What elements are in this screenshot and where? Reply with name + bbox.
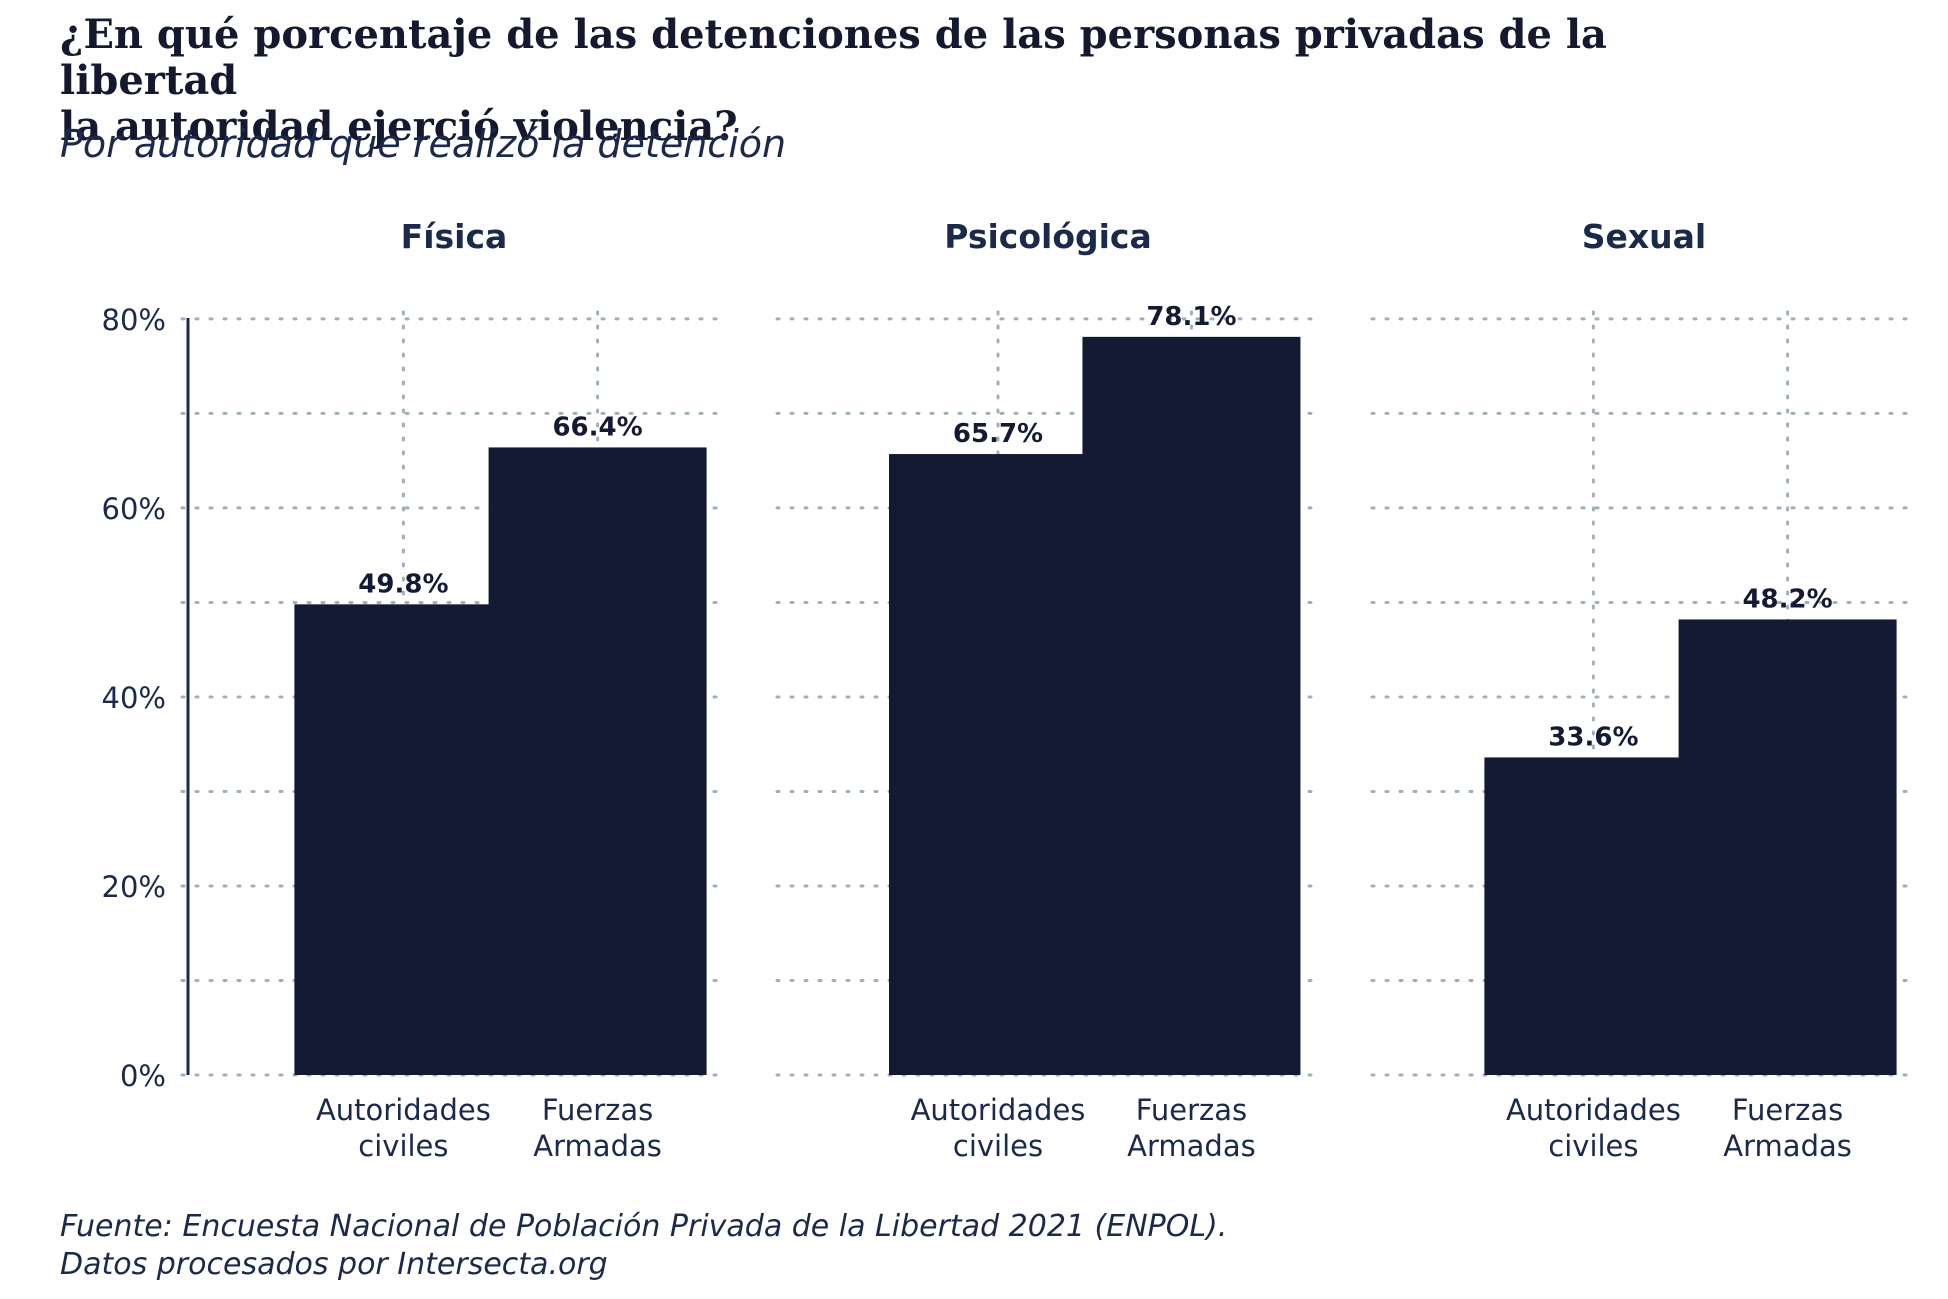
- x-tick-label: Armadas: [1127, 1129, 1256, 1163]
- bar: [889, 454, 1107, 1075]
- chart-title: ¿En qué porcentaje de las detenciones de…: [60, 12, 1760, 150]
- facet-title: Psicológica: [944, 217, 1152, 256]
- x-tick-label: Fuerzas: [1136, 1093, 1247, 1127]
- x-tick-label: Armadas: [1723, 1129, 1852, 1163]
- bar: [1082, 336, 1301, 1075]
- bar-data-label: 66.4%: [552, 412, 642, 442]
- bar: [1678, 619, 1897, 1075]
- bar-data-label: 78.1%: [1146, 302, 1236, 332]
- bar-data-label: 33.6%: [1548, 722, 1638, 752]
- x-tick-label: civiles: [358, 1129, 448, 1163]
- bar: [1484, 757, 1703, 1075]
- y-tick-label: 80%: [102, 303, 166, 337]
- bar: [294, 604, 513, 1075]
- x-tick-label: Autoridades: [911, 1093, 1086, 1127]
- source-caption: Fuente: Encuesta Nacional de Población P…: [60, 1208, 1227, 1284]
- chart-title-line-1: ¿En qué porcentaje de las detenciones de…: [60, 11, 1607, 104]
- x-tick-label: civiles: [953, 1129, 1043, 1163]
- x-tick-label: civiles: [1548, 1129, 1638, 1163]
- y-tick-label: 60%: [102, 492, 166, 526]
- bar-data-label: 48.2%: [1742, 584, 1832, 614]
- bar-data-label: 49.8%: [358, 569, 448, 599]
- bar-data-label: 65.7%: [953, 419, 1043, 449]
- source-caption-line-2: Datos procesados por Intersecta.org: [60, 1247, 608, 1282]
- x-tick-label: Autoridades: [316, 1093, 491, 1127]
- x-tick-label: Armadas: [533, 1129, 662, 1163]
- facet-title: Física: [401, 217, 508, 256]
- chart-title-line-2: la autoridad ejerció violencia?: [60, 103, 738, 150]
- bar: [488, 447, 707, 1075]
- x-tick-label: Fuerzas: [1732, 1093, 1843, 1127]
- y-tick-label: 40%: [102, 681, 166, 715]
- source-caption-line-1: Fuente: Encuesta Nacional de Población P…: [60, 1209, 1228, 1244]
- facet-title: Sexual: [1582, 217, 1707, 256]
- chart-subtitle: Por autoridad que realizó la detención: [60, 122, 787, 166]
- y-tick-label: 0%: [120, 1059, 166, 1093]
- x-tick-label: Autoridades: [1506, 1093, 1681, 1127]
- x-tick-label: Fuerzas: [542, 1093, 653, 1127]
- y-tick-label: 20%: [102, 870, 166, 904]
